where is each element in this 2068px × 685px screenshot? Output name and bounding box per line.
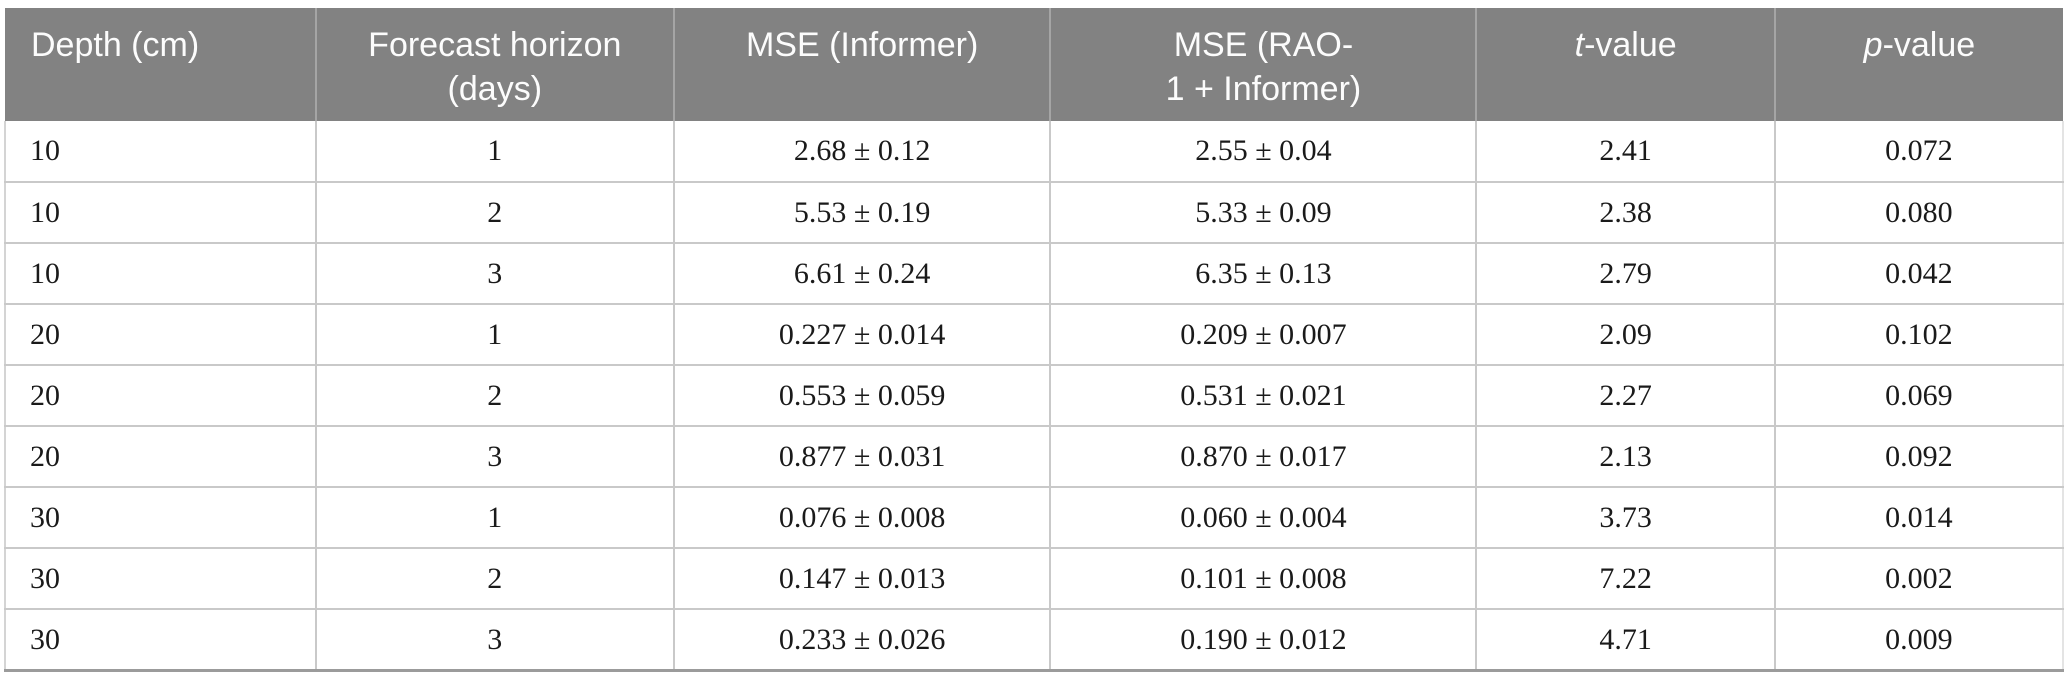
header-mse-rao-informer: MSE (RAO- 1 + Informer) [1049,8,1477,122]
cell-depth: 20 [4,304,317,367]
table-row: 10 1 2.68 ± 0.12 2.55 ± 0.04 2.41 0.072 [4,121,2065,184]
results-table: Depth (cm) Forecast horizon (days) MSE (I… [4,8,2065,672]
header-line1: MSE (Informer) [745,26,979,64]
cell-mse-informer: 0.147 ± 0.013 [672,548,1052,611]
cell-mse-rao-informer: 0.531 ± 0.021 [1049,365,1478,428]
table-row: 30 1 0.076 ± 0.008 0.060 ± 0.004 3.73 0.… [4,487,2065,550]
cell-mse-informer: 0.877 ± 0.031 [672,426,1052,489]
header-line1: -value [1584,26,1677,64]
cell-mse-rao-informer: 0.870 ± 0.017 [1049,426,1478,489]
header-p-value: p-value [1773,8,2063,122]
cell-p-value: 0.092 [1773,426,2065,489]
header-line1: Forecast horizon [368,26,622,64]
cell-p-value: 0.002 [1773,548,2065,611]
cell-mse-rao-informer: 0.060 ± 0.004 [1049,487,1478,550]
cell-t-value: 4.71 [1475,609,1776,672]
cell-mse-rao-informer: 0.190 ± 0.012 [1049,609,1478,672]
cell-p-value: 0.080 [1773,182,2065,245]
cell-depth: 20 [4,365,317,428]
cell-mse-informer: 0.553 ± 0.059 [672,365,1052,428]
cell-p-value: 0.072 [1773,121,2065,184]
header-mse-informer: MSE (Informer) [672,8,1051,122]
table-row: 20 2 0.553 ± 0.059 0.531 ± 0.021 2.27 0.… [4,365,2065,428]
table-row: 20 3 0.877 ± 0.031 0.870 ± 0.017 2.13 0.… [4,426,2065,489]
table-body: 10 1 2.68 ± 0.12 2.55 ± 0.04 2.41 0.072 … [4,121,2065,672]
cell-horizon: 3 [314,609,675,672]
header-line2: (days) [447,70,543,109]
cell-t-value: 2.27 [1475,365,1776,428]
cell-depth: 30 [4,487,317,550]
cell-p-value: 0.069 [1773,365,2065,428]
cell-mse-informer: 0.076 ± 0.008 [672,487,1052,550]
cell-p-value: 0.014 [1773,487,2065,550]
cell-p-value: 0.009 [1773,609,2065,672]
cell-mse-rao-informer: 0.101 ± 0.008 [1049,548,1478,611]
cell-mse-rao-informer: 2.55 ± 0.04 [1049,121,1478,184]
table-row: 10 3 6.61 ± 0.24 6.35 ± 0.13 2.79 0.042 [4,243,2065,306]
header-row: Depth (cm) Forecast horizon (days) MSE (I… [5,8,2063,122]
header-line2: 1 + Informer) [1165,70,1362,109]
cell-depth: 30 [4,609,317,672]
cell-depth: 20 [4,426,317,489]
header-line1: MSE (RAO- [1173,26,1354,64]
table-row: 30 2 0.147 ± 0.013 0.101 ± 0.008 7.22 0.… [4,548,2065,611]
header-t-value: t-value [1475,8,1775,122]
cell-depth: 10 [4,243,317,306]
cell-mse-informer: 0.233 ± 0.026 [672,609,1052,672]
cell-horizon: 1 [314,487,675,550]
table-row: 20 1 0.227 ± 0.014 0.209 ± 0.007 2.09 0.… [4,304,2065,367]
table-row: 10 2 5.53 ± 0.19 5.33 ± 0.09 2.38 0.080 [4,182,2065,245]
header-italic-letter: t [1574,26,1585,64]
header-depth: Depth (cm) [5,8,316,122]
cell-t-value: 2.09 [1475,304,1776,367]
cell-horizon: 2 [314,365,675,428]
cell-t-value: 2.38 [1475,182,1776,245]
header-forecast-horizon: Forecast horizon (days) [314,8,674,122]
cell-depth: 30 [4,548,317,611]
header-italic-letter: p [1863,26,1883,64]
cell-t-value: 2.13 [1475,426,1776,489]
cell-horizon: 1 [314,304,675,367]
cell-t-value: 7.22 [1475,548,1776,611]
cell-mse-informer: 2.68 ± 0.12 [672,121,1052,184]
cell-horizon: 2 [314,548,675,611]
cell-p-value: 0.042 [1773,243,2065,306]
table-header: Depth (cm) Forecast horizon (days) MSE (I… [5,8,2063,122]
cell-t-value: 3.73 [1475,487,1776,550]
cell-horizon: 1 [314,121,675,184]
cell-mse-informer: 0.227 ± 0.014 [672,304,1052,367]
header-line1: Depth (cm) [31,26,200,64]
cell-mse-rao-informer: 5.33 ± 0.09 [1049,182,1478,245]
cell-mse-informer: 5.53 ± 0.19 [672,182,1052,245]
cell-t-value: 2.79 [1475,243,1776,306]
cell-horizon: 2 [314,182,675,245]
cell-t-value: 2.41 [1475,121,1776,184]
cell-horizon: 3 [314,243,675,306]
table-row: 30 3 0.233 ± 0.026 0.190 ± 0.012 4.71 0.… [4,609,2065,672]
cell-mse-informer: 6.61 ± 0.24 [672,243,1052,306]
cell-depth: 10 [4,121,317,184]
cell-horizon: 3 [314,426,675,489]
cell-depth: 10 [4,182,317,245]
cell-p-value: 0.102 [1773,304,2065,367]
cell-mse-rao-informer: 0.209 ± 0.007 [1049,304,1478,367]
cell-mse-rao-informer: 6.35 ± 0.13 [1049,243,1478,306]
header-line1: -value [1882,26,1976,64]
